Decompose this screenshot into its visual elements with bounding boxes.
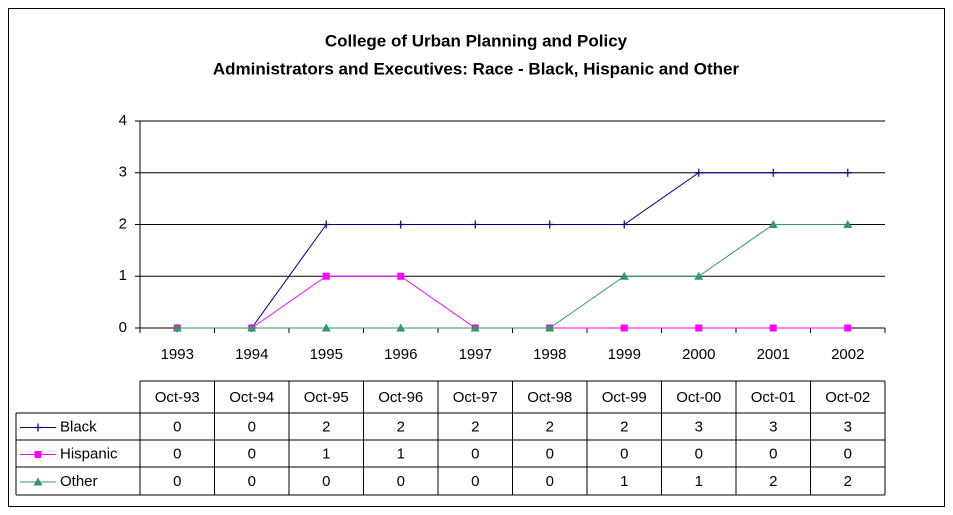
marker [694,168,703,177]
table-header: Oct-01 [751,389,796,406]
table-cell: 0 [769,445,777,462]
table-cell: 0 [471,445,479,462]
marker [397,272,405,280]
table-cell: 3 [695,418,703,435]
table-cell: 3 [844,418,852,435]
marker [844,324,852,332]
table-cell: 0 [620,445,628,462]
marker [619,271,629,280]
table-cell: 0 [546,473,554,490]
marker [545,220,554,229]
table-cell: 0 [248,473,256,490]
table-cell: 0 [397,473,405,490]
legend-label: Black [60,418,97,435]
table-header: Oct-98 [527,389,572,406]
marker [247,323,257,332]
table-cell: 2 [322,418,330,435]
x-tick-label: 1998 [533,346,566,363]
marker [620,324,628,332]
marker [322,220,331,229]
marker [396,323,406,332]
marker [695,324,703,332]
series-line [177,172,848,329]
chart-subtitle: Administrators and Executives: Race - Bl… [213,59,740,78]
table-cell: 0 [322,473,330,490]
table-cell: 0 [695,445,703,462]
x-tick-label: 1994 [235,346,268,363]
table-cell: 0 [173,418,181,435]
table-cell: 2 [620,418,628,435]
y-tick-label: 3 [119,164,127,181]
legend-marker [34,423,42,432]
table-cell: 1 [620,473,628,490]
table-header: Oct-97 [453,389,498,406]
x-tick-label: 1997 [459,346,492,363]
table-cell: 0 [248,445,256,462]
marker [843,220,853,228]
y-tick-label: 0 [119,319,127,336]
table-cell: 0 [173,473,181,490]
marker [471,220,480,229]
table-cell: 0 [471,473,479,490]
x-tick-label: 2002 [831,346,864,363]
legend-marker [34,451,42,458]
marker [470,323,480,332]
table-header: Oct-02 [825,389,870,406]
legend-marker [33,477,43,486]
marker [321,323,331,332]
table-header: Oct-00 [676,389,721,406]
legend-label: Hispanic [60,445,118,462]
x-tick-label: 1996 [384,346,417,363]
y-tick-label: 1 [119,267,127,284]
table-header: Oct-93 [155,389,200,406]
table-header: Oct-95 [304,389,349,406]
table-cell: 3 [769,418,777,435]
x-tick-label: 1995 [310,346,343,363]
marker [620,220,629,229]
marker [843,168,852,177]
table-cell: 2 [844,473,852,490]
table-header: Oct-94 [229,389,274,406]
table-cell: 0 [844,445,852,462]
x-tick-label: 2001 [757,346,790,363]
table-header: Oct-99 [602,389,647,406]
marker [769,168,778,177]
x-tick-label: 2000 [682,346,715,363]
table-cell: 0 [248,418,256,435]
legend-label: Other [60,473,98,490]
table-cell: 1 [695,473,703,490]
table-cell: 0 [173,445,181,462]
chart-border [8,8,945,507]
table-cell: 2 [397,418,405,435]
marker [545,323,555,332]
table-cell: 1 [397,445,405,462]
x-tick-label: 1993 [161,346,194,363]
y-tick-label: 4 [119,112,127,129]
table-cell: 1 [322,445,330,462]
marker [396,220,405,229]
chart-title: College of Urban Planning and Policy [325,31,628,50]
marker [172,323,182,332]
table-cell: 0 [546,445,554,462]
marker [769,324,777,332]
table-header: Oct-96 [378,389,423,406]
x-tick-label: 1999 [608,346,641,363]
table-cell: 2 [546,418,554,435]
table-cell: 2 [471,418,479,435]
series-line [177,224,848,329]
table-cell: 2 [769,473,777,490]
marker [694,271,704,280]
y-tick-label: 2 [119,215,127,232]
marker [768,220,778,228]
marker [322,272,330,280]
